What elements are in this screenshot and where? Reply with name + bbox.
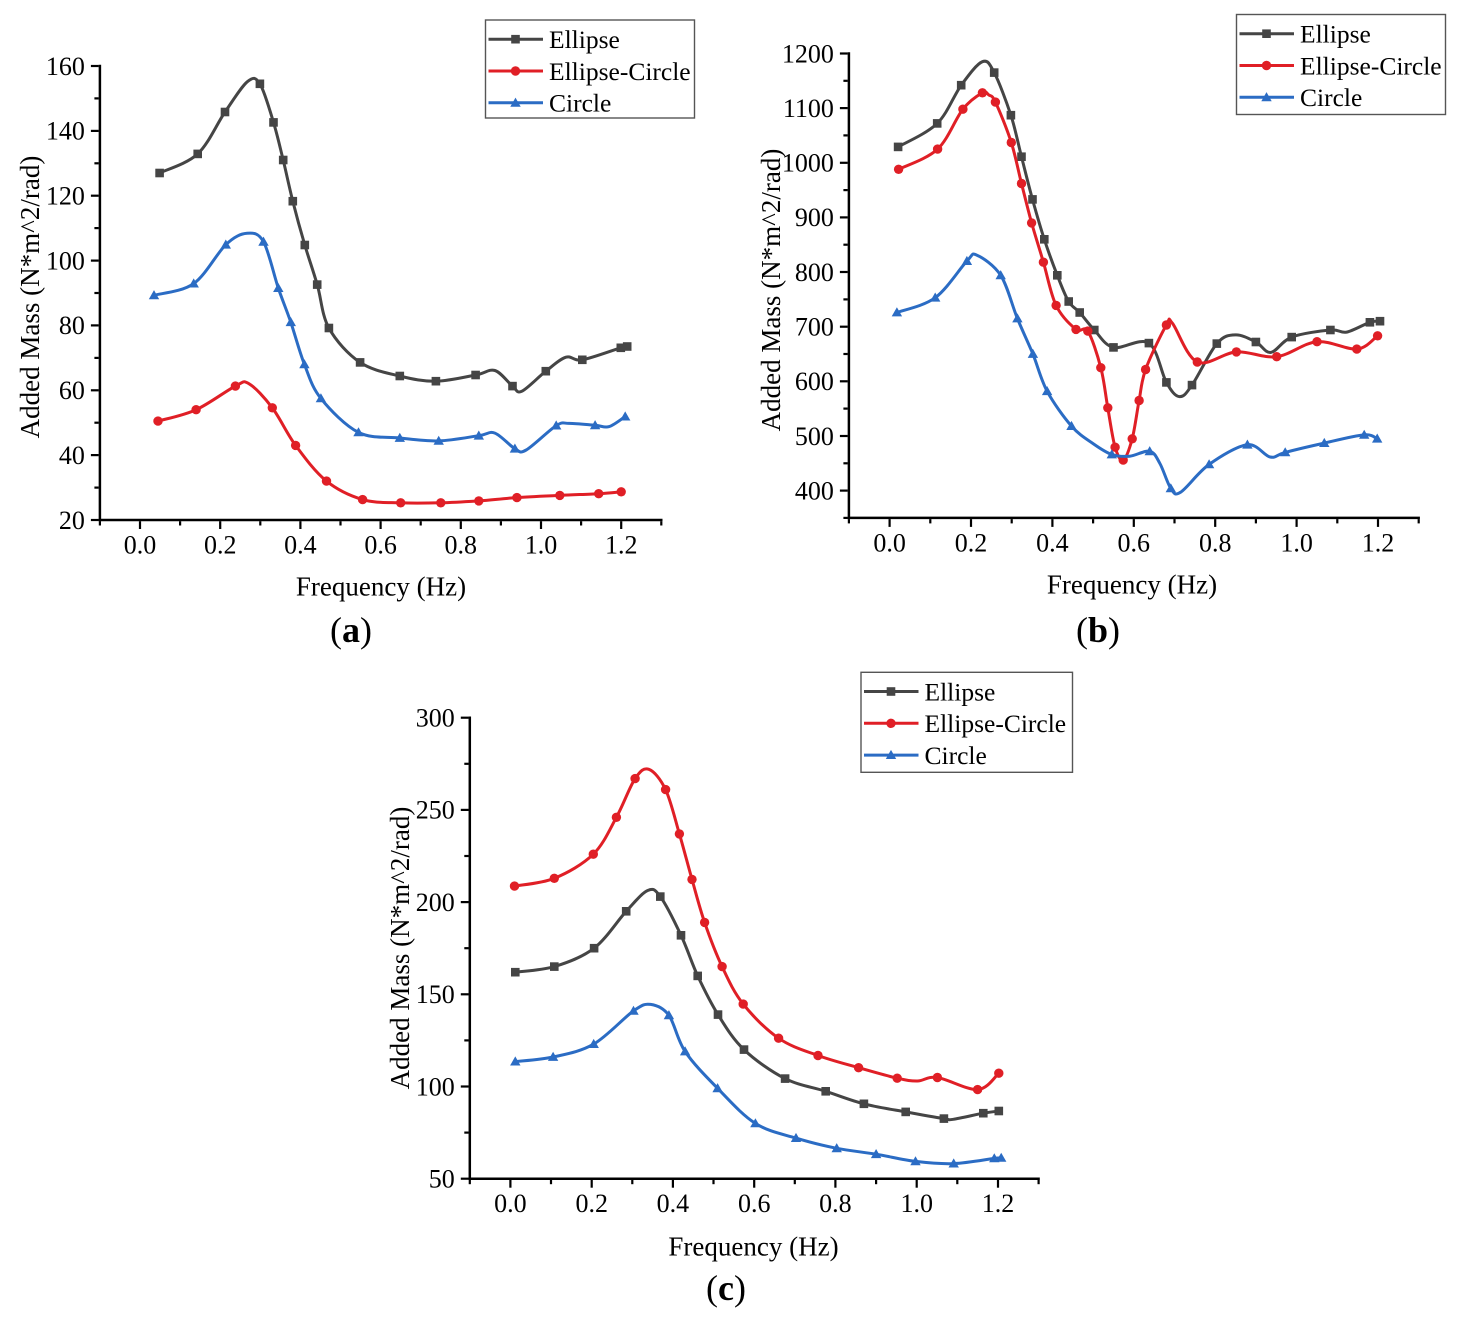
svg-text:0.8: 0.8 (819, 1189, 852, 1218)
svg-text:600: 600 (795, 367, 834, 396)
svg-text:0.0: 0.0 (494, 1189, 527, 1218)
svg-text:800: 800 (795, 258, 834, 287)
svg-text:0.6: 0.6 (1118, 528, 1151, 557)
svg-text:40: 40 (59, 441, 85, 470)
svg-text:(c): (c) (706, 1268, 746, 1308)
svg-text:Frequency (Hz): Frequency (Hz) (296, 572, 466, 602)
svg-text:250: 250 (416, 796, 455, 825)
svg-text:0.2: 0.2 (204, 531, 237, 560)
svg-text:200: 200 (416, 888, 455, 917)
svg-text:Frequency (Hz): Frequency (Hz) (668, 1232, 838, 1262)
svg-text:0.8: 0.8 (445, 531, 478, 560)
svg-text:1100: 1100 (783, 94, 834, 123)
svg-text:(a): (a) (330, 610, 372, 650)
svg-text:Circle: Circle (1300, 83, 1362, 112)
svg-text:0.4: 0.4 (657, 1189, 690, 1218)
svg-text:0.0: 0.0 (873, 528, 906, 557)
svg-text:400: 400 (795, 476, 834, 505)
svg-text:50: 50 (429, 1165, 455, 1194)
svg-text:700: 700 (795, 313, 834, 342)
svg-text:1.0: 1.0 (525, 531, 558, 560)
svg-text:0.2: 0.2 (575, 1189, 608, 1218)
svg-text:100: 100 (46, 246, 85, 275)
svg-text:0.4: 0.4 (284, 531, 317, 560)
svg-text:(b): (b) (1076, 610, 1120, 650)
svg-text:0.6: 0.6 (738, 1189, 771, 1218)
svg-text:300: 300 (416, 704, 455, 733)
svg-text:0.8: 0.8 (1199, 528, 1232, 557)
svg-text:20: 20 (59, 506, 85, 535)
svg-text:120: 120 (46, 182, 85, 211)
svg-text:Ellipse-Circle: Ellipse-Circle (549, 57, 691, 86)
svg-text:1.2: 1.2 (1362, 528, 1395, 557)
svg-text:1.2: 1.2 (982, 1189, 1015, 1218)
svg-text:1200: 1200 (782, 39, 834, 68)
svg-text:Ellipse: Ellipse (1300, 20, 1371, 49)
svg-text:Frequency (Hz): Frequency (Hz) (1047, 570, 1217, 600)
svg-text:1.2: 1.2 (605, 531, 638, 560)
svg-text:900: 900 (795, 203, 834, 232)
svg-text:Ellipse: Ellipse (925, 677, 996, 706)
svg-text:0.0: 0.0 (124, 531, 157, 560)
svg-text:0.2: 0.2 (955, 528, 988, 557)
svg-text:Ellipse-Circle: Ellipse-Circle (925, 709, 1067, 738)
svg-text:Circle: Circle (549, 89, 611, 118)
svg-text:160: 160 (46, 52, 85, 81)
svg-text:150: 150 (416, 980, 455, 1009)
svg-text:100: 100 (416, 1072, 455, 1101)
svg-text:500: 500 (795, 422, 834, 451)
svg-text:0.6: 0.6 (364, 531, 397, 560)
svg-text:Ellipse: Ellipse (549, 25, 620, 54)
svg-text:1000: 1000 (782, 149, 834, 178)
svg-text:60: 60 (59, 376, 85, 405)
svg-text:0.4: 0.4 (1036, 528, 1069, 557)
svg-text:1.0: 1.0 (1280, 528, 1313, 557)
svg-text:140: 140 (46, 117, 85, 146)
svg-text:Added Mass (N*m^2/rad): Added Mass (N*m^2/rad) (756, 149, 786, 432)
svg-text:Added Mass (N*m^2/rad): Added Mass (N*m^2/rad) (385, 807, 415, 1090)
svg-text:Ellipse-Circle: Ellipse-Circle (1300, 51, 1442, 80)
svg-text:Circle: Circle (925, 741, 987, 770)
svg-text:1.0: 1.0 (900, 1189, 933, 1218)
svg-text:Added Mass (N*m^2/rad): Added Mass (N*m^2/rad) (15, 156, 45, 439)
svg-text:80: 80 (59, 311, 85, 340)
